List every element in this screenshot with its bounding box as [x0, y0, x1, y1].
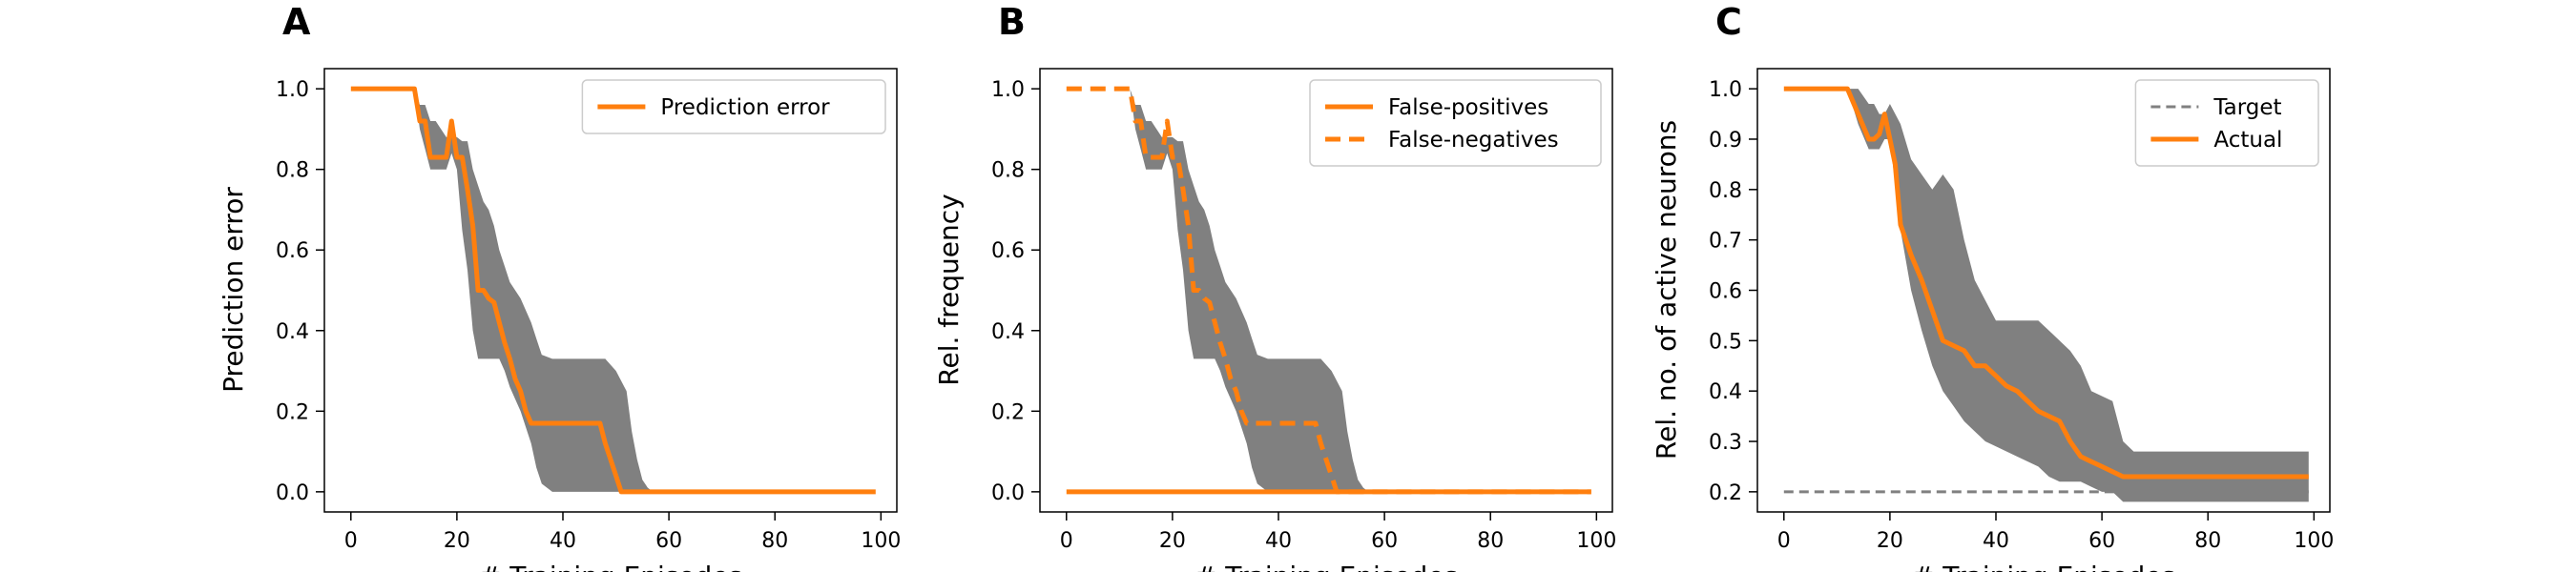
band-layer — [1066, 89, 1591, 492]
y-tick-label: 0.2 — [276, 400, 309, 424]
panel-letter: B — [998, 1, 1026, 43]
y-tick-label: 1.0 — [991, 78, 1025, 102]
legend-label: False-negatives — [1388, 128, 1559, 153]
legend-label: Target — [2212, 95, 2281, 120]
legend: False-positives False-negatives — [1309, 79, 1602, 167]
y-tick-label: 0.6 — [991, 239, 1025, 263]
plot-frame — [323, 68, 898, 513]
x-axis-label: # Training Episodes — [479, 561, 742, 572]
variance-band — [350, 89, 876, 492]
variance-band — [1066, 89, 1591, 492]
y-tick-label: 0.4 — [991, 320, 1025, 344]
x-ticks: 0 20 40 60 80 100 — [1060, 512, 1616, 553]
x-tick-label: 20 — [444, 529, 470, 553]
x-tick-label: 100 — [1576, 529, 1616, 553]
legend-label: Prediction error — [660, 95, 830, 120]
x-tick-label: 100 — [861, 529, 901, 553]
legend: Target Actual — [2134, 79, 2319, 167]
panel-letter: C — [1715, 1, 1742, 43]
series-line-1 — [1783, 86, 2309, 480]
x-tick-label: 20 — [1877, 529, 1903, 553]
x-tick-label: 40 — [550, 529, 576, 553]
band-layer — [1783, 89, 2309, 502]
y-tick-label: 0.8 — [1709, 179, 1742, 203]
y-tick-label: 0.0 — [991, 481, 1025, 505]
y-tick-label: 0.8 — [276, 159, 309, 183]
x-ticks: 0 20 40 60 80 100 — [1777, 512, 2334, 553]
lines-layer — [1783, 86, 2309, 494]
y-tick-label: 0.3 — [1709, 431, 1742, 455]
y-tick-label: 0.8 — [991, 159, 1025, 183]
x-tick-label: 40 — [1983, 529, 2009, 553]
x-tick-label: 40 — [1265, 529, 1292, 553]
x-axis-label: # Training Episodes — [1195, 561, 1458, 572]
y-axis-label: Rel. no. of active neurons — [1651, 120, 1682, 460]
x-tick-label: 80 — [1477, 529, 1504, 553]
y-ticks: 0.2 0.3 0.4 0.5 0.6 0.7 0.8 0.9 1.0 — [1709, 78, 1757, 505]
series-line-1 — [1066, 86, 1591, 495]
y-tick-label: 1.0 — [1709, 78, 1742, 102]
x-tick-label: 60 — [1371, 529, 1398, 553]
x-tick-label: 80 — [2194, 529, 2221, 553]
legend-box — [581, 79, 886, 134]
y-tick-label: 0.4 — [276, 320, 309, 344]
panel-a: A 0 20 40 60 80 100 0.0 0.2 0.4 0.6 0.8 1.0 # Trai… — [218, 1, 901, 572]
x-ticks: 0 20 40 60 80 100 — [344, 512, 901, 553]
y-tick-label: 0.0 — [276, 481, 309, 505]
legend-label: False-positives — [1388, 95, 1548, 120]
y-axis-label: Prediction error — [218, 187, 249, 393]
x-axis-label: # Training Episodes — [1912, 561, 2175, 572]
band-layer — [350, 89, 876, 492]
y-tick-label: 0.4 — [1709, 380, 1742, 404]
plot-frame — [1039, 68, 1613, 513]
y-ticks: 0.0 0.2 0.4 0.6 0.8 1.0 — [276, 78, 324, 505]
legend: Prediction error — [581, 79, 886, 134]
lines-layer — [350, 86, 876, 495]
x-tick-label: 60 — [655, 529, 682, 553]
legend-box — [1309, 79, 1602, 167]
y-tick-label: 1.0 — [276, 78, 309, 102]
y-tick-label: 0.6 — [276, 239, 309, 263]
y-axis-label: Rel. frequency — [933, 194, 965, 385]
y-tick-label: 0.7 — [1709, 230, 1742, 254]
y-tick-label: 0.6 — [1709, 280, 1742, 304]
y-ticks: 0.0 0.2 0.4 0.6 0.8 1.0 — [991, 78, 1040, 505]
lines-layer — [1066, 86, 1591, 495]
y-tick-label: 0.5 — [1709, 330, 1742, 354]
panel-letter: A — [282, 1, 311, 43]
x-tick-label: 100 — [2294, 529, 2334, 553]
x-tick-label: 0 — [344, 529, 358, 553]
x-tick-label: 0 — [1060, 529, 1073, 553]
series-line-0 — [350, 86, 876, 495]
y-tick-label: 0.2 — [991, 400, 1025, 424]
y-tick-label: 0.2 — [1709, 481, 1742, 505]
variance-band — [1783, 89, 2309, 502]
x-tick-label: 80 — [761, 529, 788, 553]
panel-c: C 0 20 40 60 80 100 0.2 0.3 0.4 0.5 0.6 0.7 0.8 0.9 1… — [1651, 1, 2334, 572]
x-tick-label: 60 — [2088, 529, 2115, 553]
x-tick-label: 0 — [1777, 529, 1791, 553]
legend-label: Actual — [2213, 128, 2282, 153]
y-tick-label: 0.9 — [1709, 129, 1742, 153]
legend-box — [2134, 79, 2319, 167]
x-tick-label: 20 — [1159, 529, 1186, 553]
panel-b: B 0 20 40 60 80 100 0.0 0.2 0.4 0.6 0.8 1.0 # Trai… — [933, 1, 1616, 572]
